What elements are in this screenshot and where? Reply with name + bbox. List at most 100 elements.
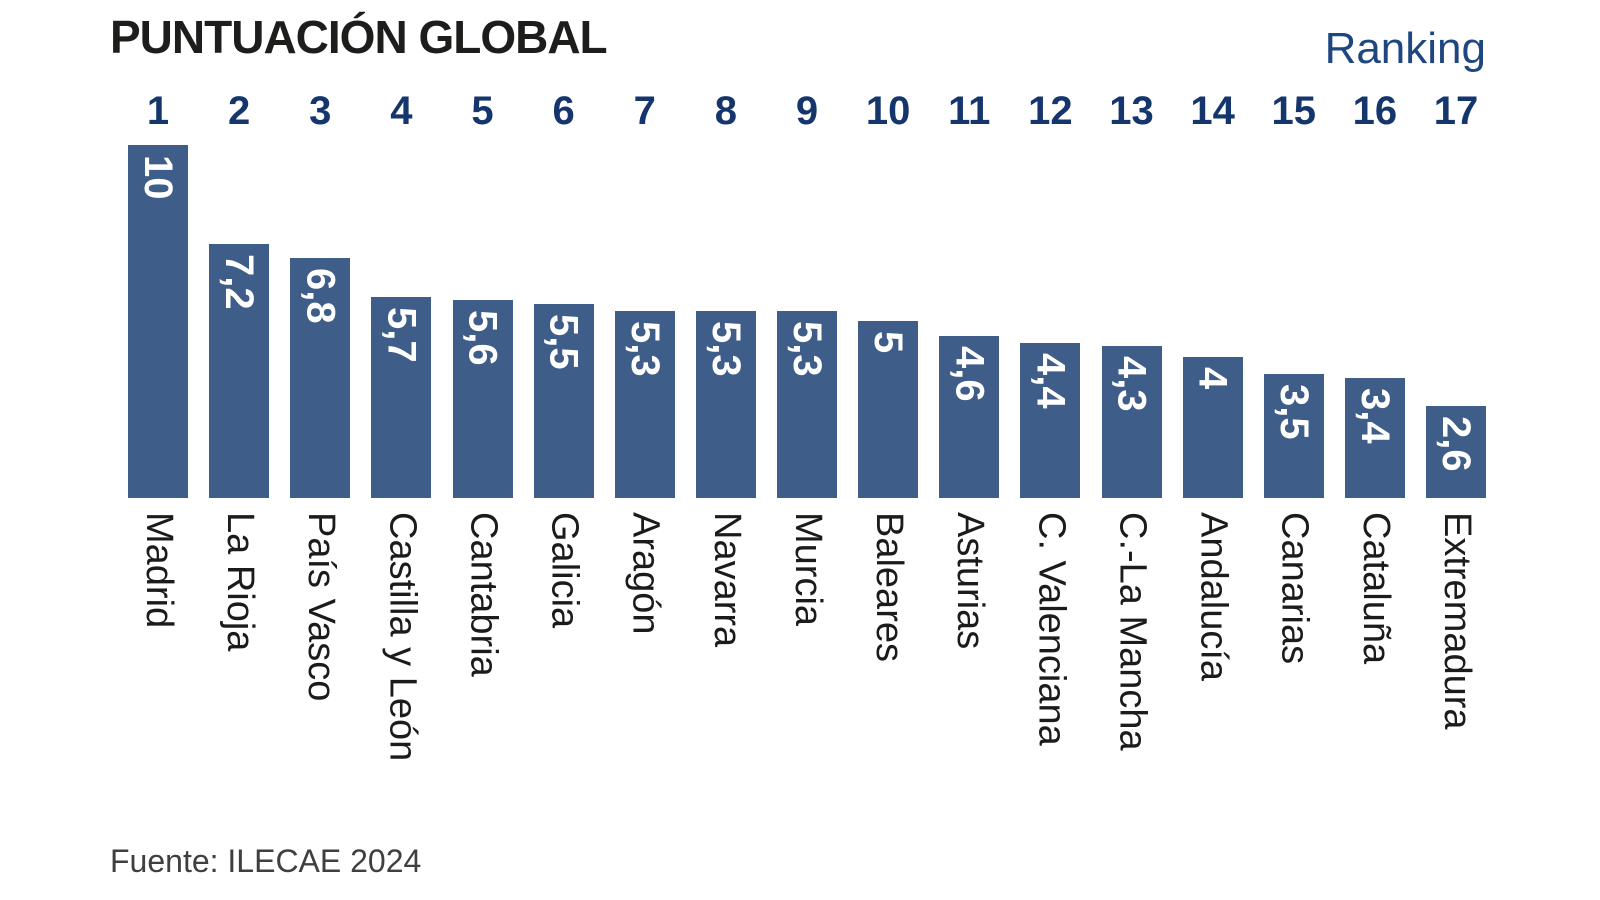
category-label: La Rioja	[219, 512, 262, 652]
rank-label: 7	[633, 89, 656, 133]
rank-label: 9	[795, 89, 819, 133]
bar: 3,5	[1263, 374, 1324, 498]
category-label: Cantabria	[462, 512, 505, 677]
bar: 5,3	[695, 311, 756, 498]
bar: 7,2	[209, 244, 270, 498]
category-label: Galicia	[543, 512, 586, 629]
rank-label: 8	[714, 89, 737, 133]
category-label: C. Valenciana	[1030, 512, 1073, 746]
bar-column-murcia: 9 5,3 Murcia	[777, 90, 837, 761]
bar-area: 5,6	[452, 145, 513, 498]
category-label: Cataluña	[1354, 512, 1397, 665]
bar-value-label: 5	[866, 331, 911, 354]
bar: 5,5	[533, 304, 594, 498]
bar-value-label: 5,6	[460, 310, 505, 366]
category-label: Madrid	[137, 512, 180, 629]
bar: 5,3	[777, 311, 837, 498]
bar-column-c-la-mancha: 13 4,3 C.-La Mancha	[1101, 89, 1162, 761]
category-label: Andalucía	[1192, 512, 1235, 682]
rank-label: 6	[552, 89, 575, 133]
bar-column-cataluna: 16 3,4 Cataluña	[1344, 89, 1405, 761]
rank-label: 5	[471, 89, 494, 133]
category-label: Navarra	[705, 512, 748, 648]
bar: 2,6	[1426, 406, 1486, 498]
category-label: C.-La Mancha	[1111, 512, 1154, 751]
rank-label: 11	[948, 89, 991, 133]
bar-area: 4	[1182, 145, 1243, 498]
rank-label: 17	[1433, 89, 1479, 133]
bar-value-label: 7,2	[217, 254, 262, 310]
bar-column-canarias: 15 3,5 Canarias	[1263, 89, 1324, 761]
bar: 10	[128, 145, 188, 498]
category-label: Aragón	[624, 512, 667, 635]
chart-title: PUNTUACIÓN GLOBAL	[110, 11, 608, 63]
bar: 5	[858, 321, 919, 498]
rank-label: 3	[309, 89, 332, 133]
rank-label: 2	[228, 89, 251, 133]
bar: 3,4	[1344, 378, 1405, 498]
bar-value-label: 3,4	[1352, 388, 1397, 444]
bar-column-navarra: 8 5,3 Navarra	[695, 89, 756, 761]
bar-area: 5,3	[614, 145, 675, 498]
bar-column-extremadura: 17 2,6 Extremadura	[1426, 90, 1486, 761]
source-note: Fuente: ILECAE 2024	[110, 843, 422, 879]
bar-value-label: 5,3	[785, 321, 829, 377]
bar-column-la-rioja: 2 7,2 La Rioja	[209, 89, 270, 761]
bar: 4,6	[939, 336, 1000, 498]
rank-label: 13	[1109, 89, 1154, 133]
bar-column-cantabria: 5 5,6 Cantabria	[452, 89, 513, 761]
bar-value-label: 5,7	[379, 307, 424, 363]
bar-area: 5,3	[695, 145, 756, 498]
bar-value-label: 2,6	[1434, 416, 1478, 472]
bar-value-label: 4,3	[1109, 356, 1154, 412]
category-label: Murcia	[786, 512, 829, 627]
category-label: Baleares	[868, 512, 911, 662]
bar-column-castilla-y-leon: 4 5,7 Castilla y León	[371, 89, 432, 761]
bar-area: 6,8	[290, 145, 351, 498]
bar-value-label: 5,5	[541, 314, 586, 370]
rank-label: 1	[146, 89, 170, 133]
category-label: Extremadura	[1435, 512, 1478, 730]
bar-area: 4,3	[1101, 145, 1162, 498]
ranking-legend-label: Ranking	[1324, 24, 1486, 73]
bar: 5,6	[452, 300, 513, 498]
bar-column-pais-vasco: 3 6,8 País Vasco	[290, 89, 351, 761]
bar: 5,3	[614, 311, 675, 498]
bar-column-aragon: 7 5,3 Aragón	[614, 89, 675, 761]
bar-column-baleares: 10 5 Baleares	[858, 89, 919, 761]
rank-label: 14	[1190, 89, 1235, 133]
bar-area: 10	[128, 145, 188, 498]
bar-column-asturias: 11 4,6 Asturias	[939, 89, 1000, 761]
rank-label: 10	[865, 89, 911, 133]
bar: 4,4	[1020, 343, 1081, 498]
bar-area: 5,5	[533, 145, 594, 498]
bar-value-label: 5,3	[703, 321, 748, 377]
bar-value-label: 5,3	[622, 321, 667, 377]
bar-area: 3,4	[1344, 145, 1405, 498]
rank-label: 15	[1271, 89, 1317, 133]
bar-column-andalucia: 14 4 Andalucía	[1182, 89, 1243, 761]
bar-chart: 1 10 Madrid 2 7,2 La Rioja 3 6,8	[128, 90, 1486, 761]
rank-label: 16	[1352, 89, 1398, 133]
bar-area: 4,4	[1020, 145, 1081, 498]
category-label: Canarias	[1273, 512, 1316, 665]
category-label: País Vasco	[300, 512, 343, 702]
rank-label: 4	[390, 89, 413, 133]
bar-area: 5	[858, 145, 919, 498]
bar-value-label: 4,6	[947, 346, 992, 402]
bar-area: 5,3	[777, 145, 837, 498]
bar-column-galicia: 6 5,5 Galicia	[533, 89, 594, 761]
bar-area: 3,5	[1263, 145, 1324, 498]
bar-area: 2,6	[1426, 145, 1486, 498]
bar: 4,3	[1101, 346, 1162, 498]
bar-area: 5,7	[371, 145, 432, 498]
bar-area: 4,6	[939, 145, 1000, 498]
bar-column-c-valenciana: 12 4,4 C. Valenciana	[1020, 90, 1081, 761]
bar-value-label: 4,4	[1028, 353, 1073, 409]
bar-value-label: 4	[1190, 367, 1235, 390]
category-label: Asturias	[949, 512, 992, 650]
bar-area: 7,2	[209, 145, 270, 498]
bar: 6,8	[290, 258, 351, 498]
bar: 5,7	[371, 297, 432, 498]
